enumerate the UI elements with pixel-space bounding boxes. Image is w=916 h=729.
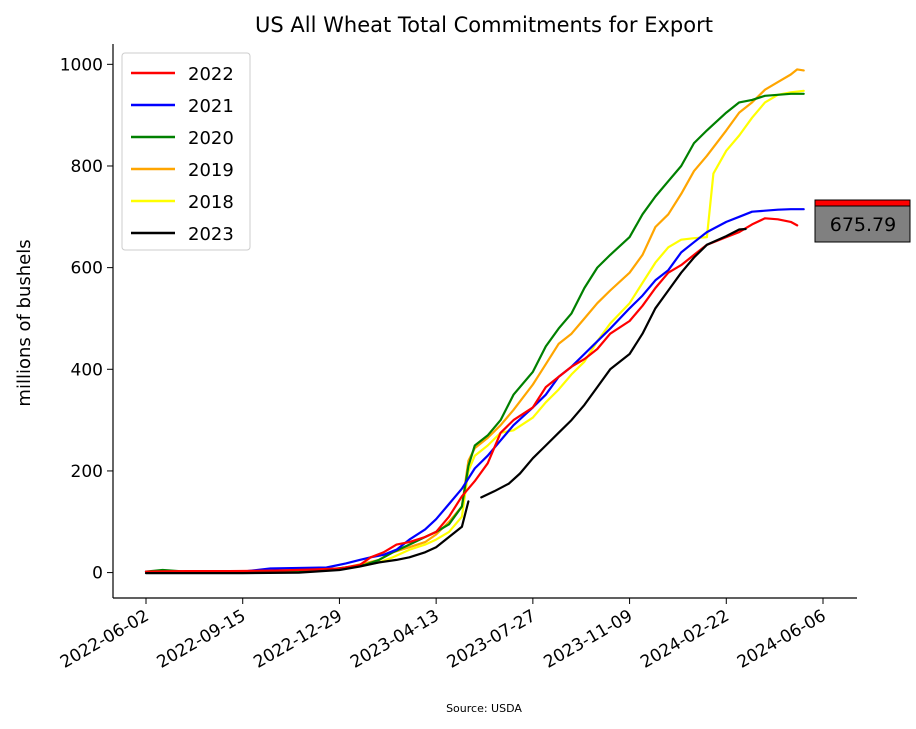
y-tick-label: 0 [92,564,103,584]
legend-label-2020: 2020 [188,128,234,149]
legend-label-2019: 2019 [188,160,234,181]
legend-label-2018: 2018 [188,192,234,213]
legend-label-2022: 2022 [188,64,234,85]
chart-title: US All Wheat Total Commitments for Expor… [255,13,713,37]
badge-box [814,205,911,243]
last-value-badge: 675.79 [814,199,911,243]
badge-red-bar [814,199,911,207]
y-tick-label: 800 [71,157,103,177]
y-tick-label: 400 [71,360,103,380]
series-line-2023 [144,227,747,575]
y-tick-label: 600 [71,259,103,279]
y-tick-label: 1000 [60,55,103,75]
y-axis-label: millions of bushels [14,239,35,406]
badge-value: 675.79 [830,214,896,236]
legend: 2022 2021 2020 2019 2018 2023 [121,52,251,251]
legend-label-2021: 2021 [188,96,234,117]
source-note: Source: USDA [446,702,522,715]
plot-area [144,68,805,575]
legend-label-2023: 2023 [188,224,234,245]
y-tick-label: 200 [71,462,103,482]
